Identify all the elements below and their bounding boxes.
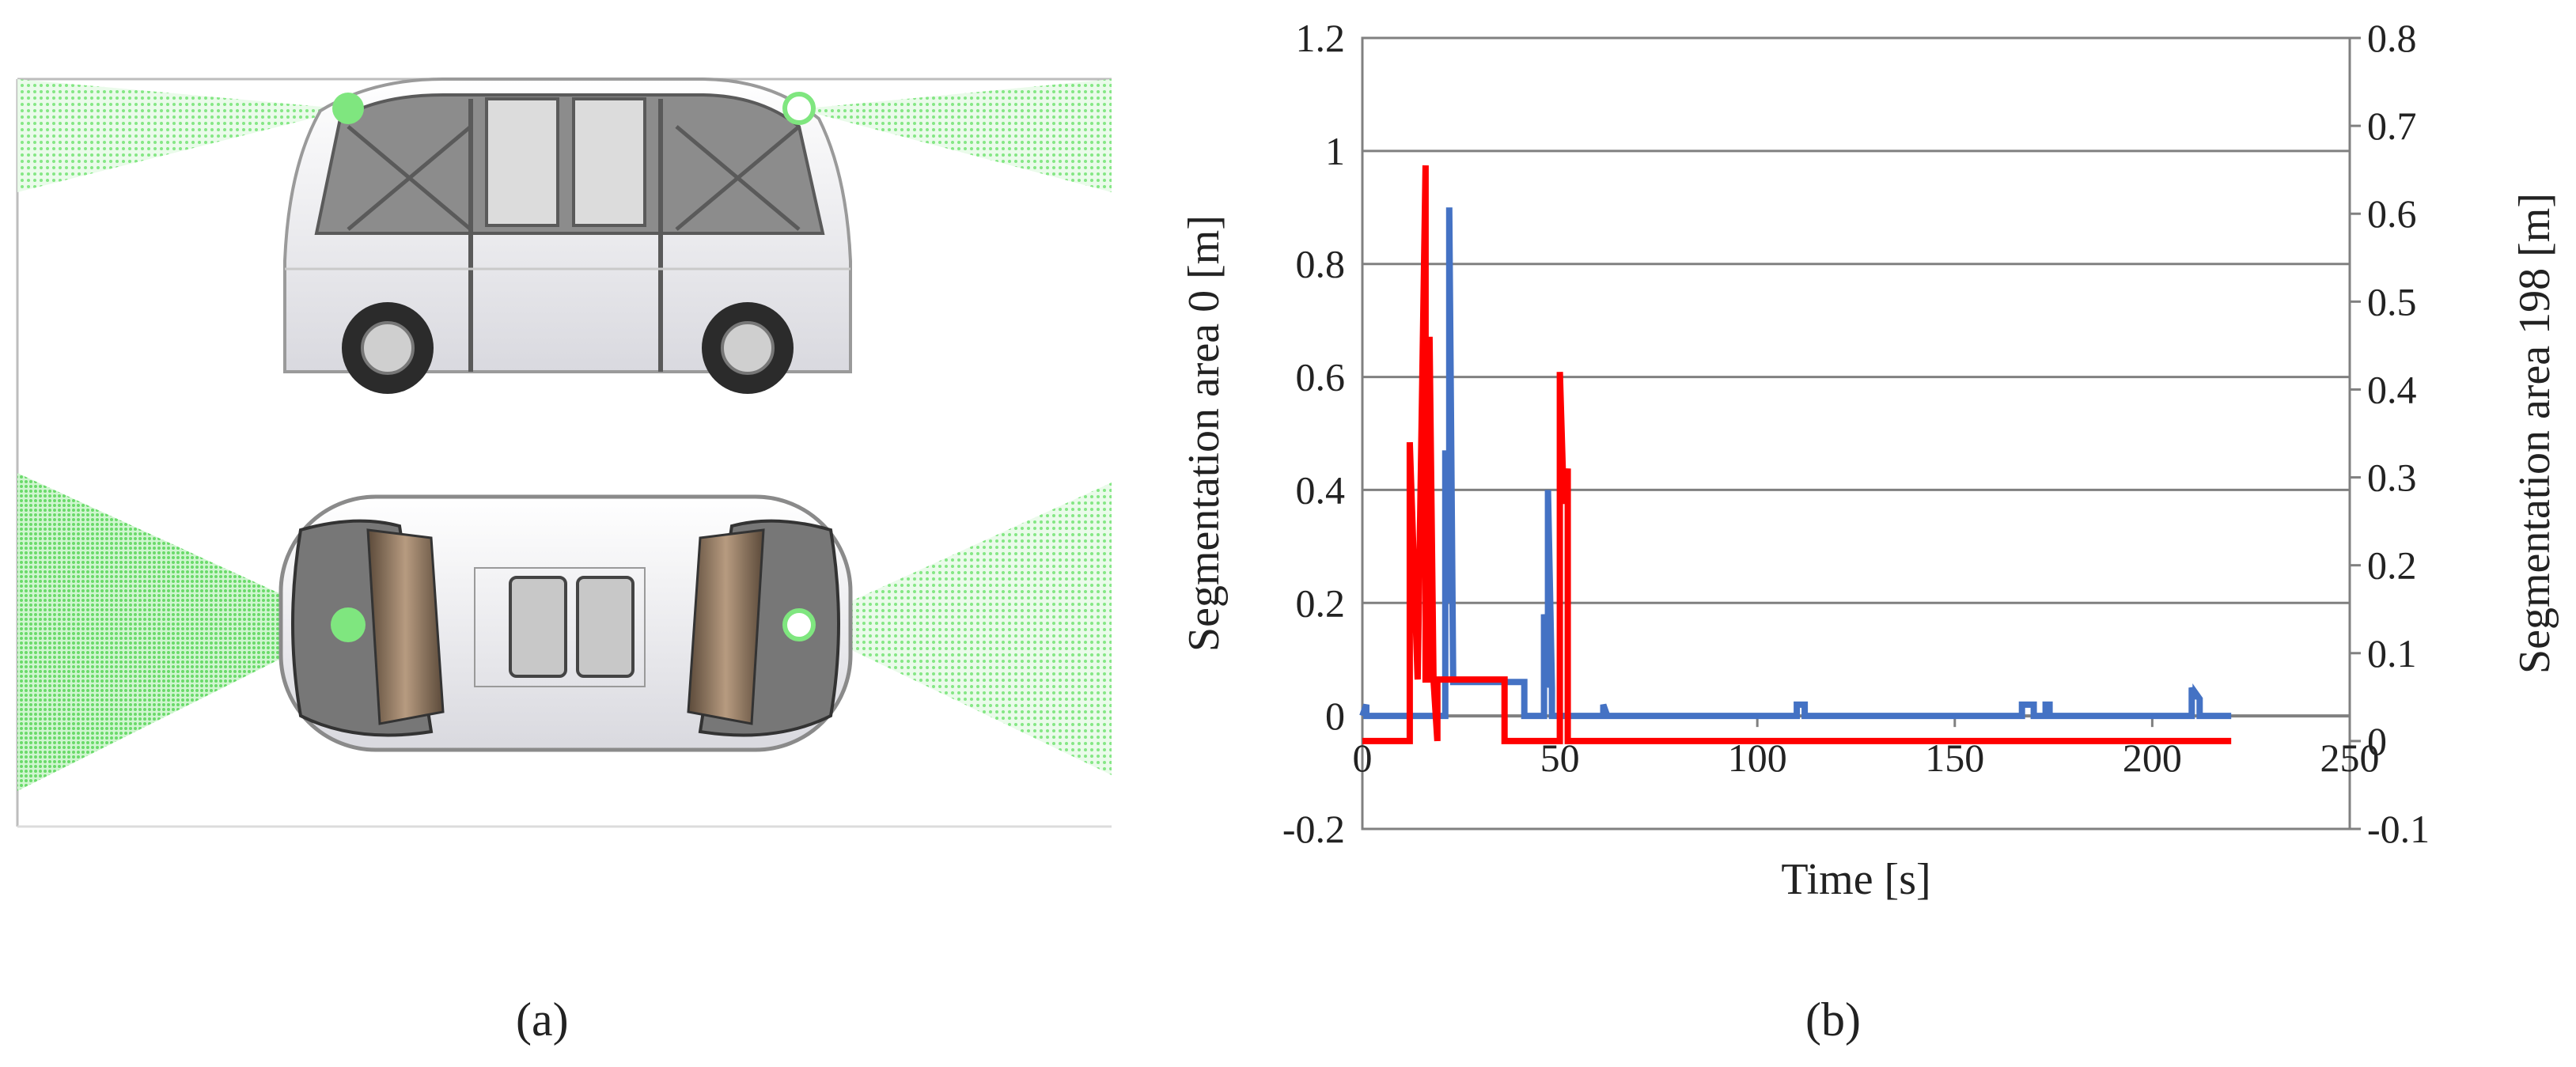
y-tick-label: 0.8 (1296, 242, 1346, 286)
sensor-cone-side-right (799, 79, 1112, 192)
sensor-cone-top-right (799, 482, 1112, 775)
vehicle-side-view (283, 78, 852, 394)
lidar-sensor-side-rear (782, 92, 816, 125)
chart-series (1359, 165, 2232, 744)
y2-tick-label: 0.3 (2367, 456, 2417, 500)
y-tick-label: 1 (1325, 129, 1345, 173)
y2-tick-label: 0.1 (2367, 631, 2417, 675)
caption-b: (b) (1805, 993, 1861, 1046)
y2-axis-ticks: -0.1 0 0.1 0.2 0.3 0.4 0.5 0.6 0.7 0.8 (2350, 16, 2430, 851)
lidar-sensor-top-front (331, 607, 366, 642)
series-line-left (1359, 207, 2232, 720)
lidar-sensor-side-front (332, 93, 364, 124)
y-axis-ticks: -0.2 0 0.2 0.4 0.6 0.8 1 1.2 (1282, 16, 1345, 851)
y-tick-label: 1.2 (1296, 16, 1346, 60)
y-tick-label: 0.6 (1296, 355, 1346, 399)
y-tick-label: 0.4 (1296, 467, 1346, 512)
y2-tick-label: -0.1 (2367, 807, 2430, 851)
series-line-right (1362, 165, 2232, 744)
y2-tick-label: 0.4 (2367, 367, 2417, 411)
lidar-sensor-top-rear (782, 608, 816, 641)
plot-area-border (1361, 36, 2351, 831)
vehicle-sensor-figure (16, 78, 1112, 828)
y-tick-label: 0.2 (1296, 581, 1346, 625)
y2-tick-label: 0 (2367, 719, 2387, 763)
y-axis-title: Segmentation area 0 [m] (1180, 215, 1229, 652)
y-tick-label: 0 (1325, 694, 1345, 738)
sensor-cone-top-left (17, 473, 348, 791)
y2-tick-label: 0.7 (2367, 104, 2417, 148)
caption-a: (a) (516, 993, 569, 1046)
y2-axis-title: Segmentation area 198 [m] (2510, 193, 2559, 674)
y-tick-label: -0.2 (1282, 807, 1345, 851)
y2-tick-label: 0.6 (2367, 191, 2417, 236)
y2-tick-label: 0.8 (2367, 16, 2417, 60)
sensor-cone-side-left (17, 79, 348, 192)
y2-tick-label: 0.5 (2367, 279, 2417, 324)
x-axis-title: Time [s] (1781, 855, 1930, 904)
x-tick-label: 250 (2320, 736, 2380, 780)
y2-tick-label: 0.2 (2367, 543, 2417, 588)
